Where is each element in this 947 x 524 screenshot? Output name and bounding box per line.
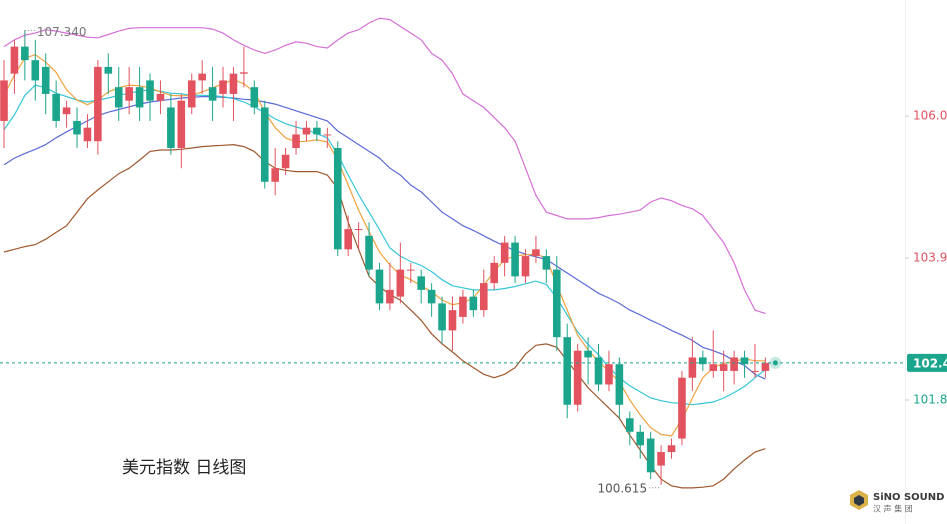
indicator-line xyxy=(3,95,766,380)
candle-body xyxy=(417,276,425,290)
current-price-dot xyxy=(772,360,778,366)
candle-body xyxy=(479,283,488,311)
candle-body xyxy=(260,107,269,182)
candle-body xyxy=(699,357,707,365)
candle-body xyxy=(584,350,592,358)
logo-icon-inner xyxy=(854,495,864,506)
candle-body xyxy=(751,370,759,372)
candle-body xyxy=(240,72,248,74)
candle-body xyxy=(94,66,102,142)
candle-body xyxy=(21,46,29,61)
candle-body xyxy=(375,269,384,304)
candle-body xyxy=(730,357,738,371)
candle-body xyxy=(208,87,217,101)
candle-body xyxy=(646,438,655,473)
candle-body xyxy=(615,364,624,405)
candle-body xyxy=(313,127,321,135)
candle-body xyxy=(678,377,686,439)
candle-body xyxy=(114,87,123,108)
candle-body xyxy=(281,154,290,169)
candle-body xyxy=(177,100,186,148)
candle-body xyxy=(573,350,582,405)
indicator-line xyxy=(3,143,766,489)
brand-logo: SiNO SOUND 汉 声 集 团 xyxy=(850,490,944,514)
candle-body xyxy=(438,303,446,331)
candle-body xyxy=(396,269,405,297)
candle-body xyxy=(563,337,572,405)
candle-body xyxy=(688,357,697,378)
candle-body xyxy=(459,296,467,317)
y-tick-label: 106.07 xyxy=(913,109,947,123)
candle-body xyxy=(448,310,457,331)
candle-body xyxy=(636,431,645,446)
candle-body xyxy=(41,66,50,94)
candle-body xyxy=(761,362,770,371)
y-tick-label: 103.97 xyxy=(913,251,947,265)
candle-body xyxy=(104,66,113,74)
current-price-box xyxy=(907,353,947,372)
candle-body xyxy=(302,127,311,135)
candle-body xyxy=(344,229,352,250)
candle-body xyxy=(626,418,634,432)
candle-body xyxy=(719,364,728,371)
candle-body xyxy=(292,134,300,148)
low-label: 100.615 xyxy=(597,481,647,495)
candle-body xyxy=(31,60,40,81)
candle-body xyxy=(709,364,718,371)
candle-body xyxy=(490,262,499,284)
candle-body xyxy=(605,364,613,385)
candle-body xyxy=(667,445,676,453)
y-tick-label: 101.87 xyxy=(913,393,947,407)
candle-body xyxy=(365,235,373,270)
candle-body xyxy=(83,127,92,142)
candle-body xyxy=(219,80,227,94)
indicator-line xyxy=(3,54,766,437)
candle-body xyxy=(62,107,71,115)
high-label: 107.340 xyxy=(37,25,87,39)
candle-body xyxy=(386,289,394,304)
candle-body xyxy=(740,357,749,365)
candle-body xyxy=(469,296,478,311)
candle-body xyxy=(167,107,175,148)
brand-subtitle: 汉 声 集 团 xyxy=(873,504,913,514)
candle-body xyxy=(594,357,603,385)
candle-body xyxy=(511,242,519,277)
candle-body xyxy=(135,87,144,108)
current-price-label: 102.42 xyxy=(913,356,947,370)
candle-body xyxy=(271,168,279,182)
brand-name: SiNO SOUND xyxy=(873,492,944,503)
indicator-line xyxy=(3,17,766,315)
candles xyxy=(0,30,770,485)
candle-body xyxy=(0,80,8,121)
indicator-line xyxy=(3,84,766,406)
candle-body xyxy=(427,289,436,304)
candle-body xyxy=(354,229,363,231)
candle-body xyxy=(10,46,19,74)
candle-body xyxy=(198,73,206,81)
candle-body xyxy=(156,93,165,101)
candle-body xyxy=(73,120,81,135)
candle-body xyxy=(52,93,60,121)
candle-body xyxy=(406,269,415,271)
candle-body xyxy=(229,73,238,94)
candle-body xyxy=(552,269,561,338)
candle-body xyxy=(333,147,342,250)
candle-body xyxy=(657,452,665,466)
candle-body xyxy=(250,87,259,108)
candle-body xyxy=(323,134,332,136)
candle-body xyxy=(500,242,509,263)
candle-body xyxy=(125,87,133,101)
indicator-lines xyxy=(3,17,766,489)
candle-body xyxy=(521,256,530,277)
candle-body xyxy=(532,249,540,257)
candle-body xyxy=(146,80,154,101)
candle-body xyxy=(542,256,551,270)
chart-title: 美元指数 日线图 xyxy=(122,458,246,478)
candle-body xyxy=(187,80,196,108)
